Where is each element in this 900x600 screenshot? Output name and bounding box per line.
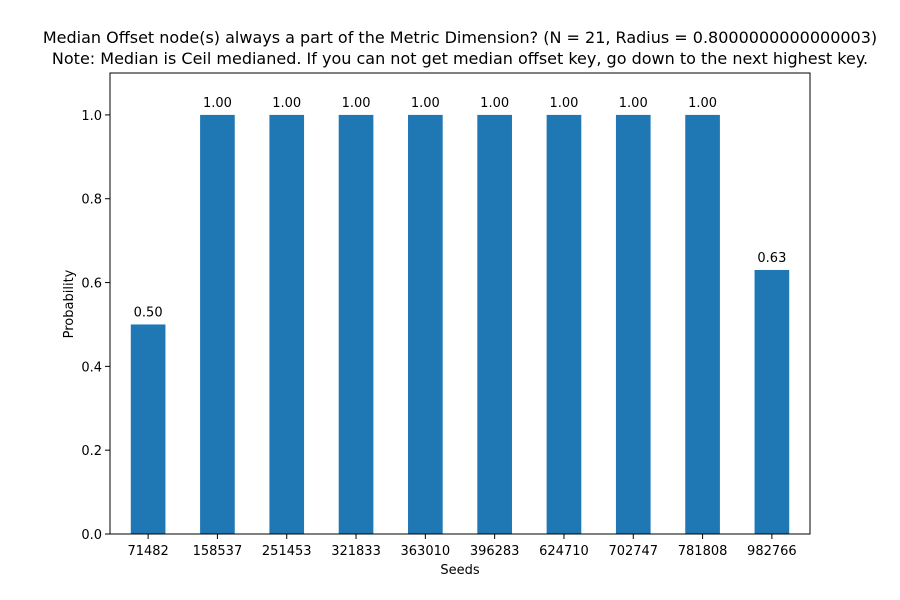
x-tick-label: 781808 (678, 544, 728, 559)
x-axis: 71482 158537 251453 321833 363010 396283 62471… (127, 534, 797, 559)
chart-title: Median Offset node(s) always a part of t… (43, 28, 877, 68)
y-tick-label: 0.8 (81, 193, 102, 208)
y-axis-label: Probability (62, 269, 77, 338)
x-tick-label: 71482 (127, 544, 168, 559)
x-axis-label: Seeds (440, 563, 480, 578)
bar-value-label: 1.00 (480, 96, 509, 111)
x-tick-label: 396283 (470, 544, 520, 559)
value-labels-group: 0.50 1.00 1.00 1.00 1.00 1.00 1.00 1.00 1.00 0.63 (134, 96, 787, 321)
bars-group (130, 114, 790, 534)
bar-value-label: 0.63 (757, 251, 786, 266)
x-tick-label: 624710 (539, 544, 589, 559)
y-tick-label: 1.0 (81, 109, 102, 124)
bar-982766 (754, 269, 790, 534)
y-tick-label: 0.4 (81, 360, 102, 375)
x-tick-label: 321833 (331, 544, 381, 559)
y-tick-label: 0.2 (81, 444, 102, 459)
y-tick-label: 0.0 (81, 528, 102, 543)
bar-value-label: 1.00 (342, 96, 371, 111)
bar-363010 (408, 114, 443, 534)
bar-396283 (477, 114, 512, 534)
bar-702747 (615, 114, 651, 534)
chart-title-line-1: Median Offset node(s) always a part of t… (43, 28, 877, 47)
bar-321833 (338, 114, 374, 534)
x-tick-label: 251453 (262, 544, 312, 559)
bar-value-label: 1.00 (272, 96, 301, 111)
bar-value-label: 0.50 (134, 305, 163, 320)
bar-value-label: 1.00 (549, 96, 578, 111)
chart-title-line-2: Note: Median is Ceil medianed. If you ca… (52, 49, 868, 68)
bar-624710 (546, 114, 582, 534)
x-tick-label: 702747 (608, 544, 658, 559)
bar-value-label: 1.00 (203, 96, 232, 111)
y-axis: 0.0 0.2 0.4 0.6 0.8 1.0 (81, 109, 110, 543)
bar-251453 (269, 114, 305, 534)
bar-value-label: 1.00 (411, 96, 440, 111)
plot-frame (109, 72, 811, 535)
bar-71482 (130, 324, 166, 534)
x-tick-label: 982766 (747, 544, 797, 559)
bar-781808 (685, 114, 720, 534)
y-tick-label: 0.6 (81, 277, 102, 292)
bar-158537 (200, 114, 235, 534)
bar-value-label: 1.00 (619, 96, 648, 111)
bar-value-label: 1.00 (688, 96, 717, 111)
x-tick-label: 158537 (193, 544, 243, 559)
x-tick-label: 363010 (401, 544, 451, 559)
